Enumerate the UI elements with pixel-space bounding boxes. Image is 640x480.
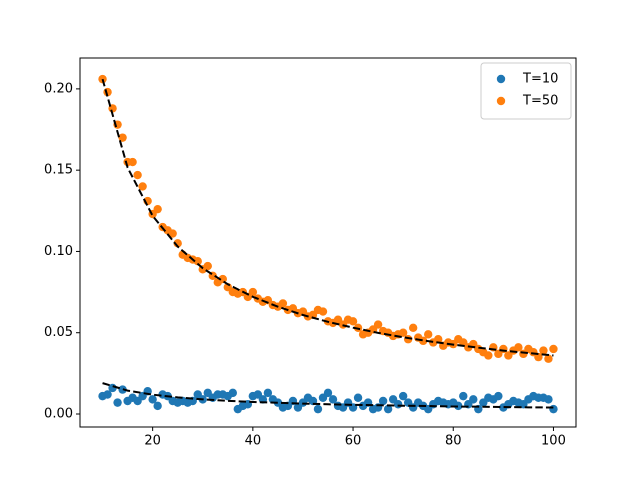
scatter-point (133, 170, 142, 180)
x-tick-label: 40 (245, 434, 262, 449)
scatter-point (393, 400, 403, 409)
scatter-point (218, 274, 227, 284)
scatter-point (424, 330, 433, 339)
scatter-point (153, 401, 162, 411)
y-tick-label: 0.10 (44, 244, 73, 259)
scatter-point (549, 404, 558, 414)
scatter-point (318, 307, 328, 316)
y-tick-label: 0.15 (44, 163, 73, 178)
plot-frame (79, 57, 577, 428)
x-tick-label: 20 (144, 434, 161, 449)
scatter-point (539, 346, 548, 355)
scatter-point (138, 182, 147, 191)
scatter-point (484, 351, 493, 360)
scatter-point (328, 395, 338, 404)
scatter-point (263, 388, 273, 398)
y-tick-label: 0.00 (44, 406, 73, 421)
scatter-point (398, 328, 408, 337)
x-tick-label: 100 (541, 434, 566, 449)
scatter-point (153, 204, 162, 214)
scatter-point (148, 395, 157, 404)
scatter-point (323, 388, 333, 398)
x-tick-label: 80 (445, 434, 462, 449)
scatter-point (534, 352, 543, 362)
y-tick-label: 0.05 (44, 325, 73, 340)
scatter-point (469, 395, 478, 404)
scatter-point (118, 385, 127, 394)
scatter-point (383, 404, 393, 414)
scatter-point (128, 157, 137, 167)
legend-marker (496, 74, 506, 84)
legend: T=10 T=50 (480, 62, 572, 120)
scatter-point (228, 388, 238, 398)
scatter-point (103, 390, 112, 399)
scatter-point (278, 299, 288, 308)
y-tick-label: 0.20 (44, 81, 73, 96)
scatter-point (408, 323, 418, 333)
scatter-point (168, 229, 177, 238)
scatter-point (459, 391, 468, 401)
scatter-point (544, 354, 553, 363)
scatter-point (454, 401, 463, 411)
legend-label: T=50 (522, 94, 558, 109)
scatter-point (378, 396, 388, 406)
scatter-point (398, 391, 408, 401)
scatter-point (514, 343, 523, 352)
scatter-point (494, 391, 503, 401)
scatter-point (193, 256, 202, 266)
legend-label: T=10 (522, 72, 558, 87)
scatter-point (418, 336, 428, 346)
scatter-point (549, 344, 558, 354)
scatter-point (203, 261, 212, 271)
scatter-point (113, 398, 122, 407)
scatter-point (248, 287, 258, 297)
scatter-point (544, 395, 553, 404)
fit-line (101, 78, 554, 357)
scatter-point (118, 133, 127, 142)
scatter-point (313, 404, 323, 414)
scatter-point (353, 393, 363, 402)
scatter-point (348, 317, 358, 326)
scatter-point (373, 320, 383, 329)
scatter-point (434, 335, 443, 344)
fit-line (102, 382, 554, 409)
legend-marker (496, 96, 506, 106)
x-tick-label: 60 (345, 434, 362, 449)
